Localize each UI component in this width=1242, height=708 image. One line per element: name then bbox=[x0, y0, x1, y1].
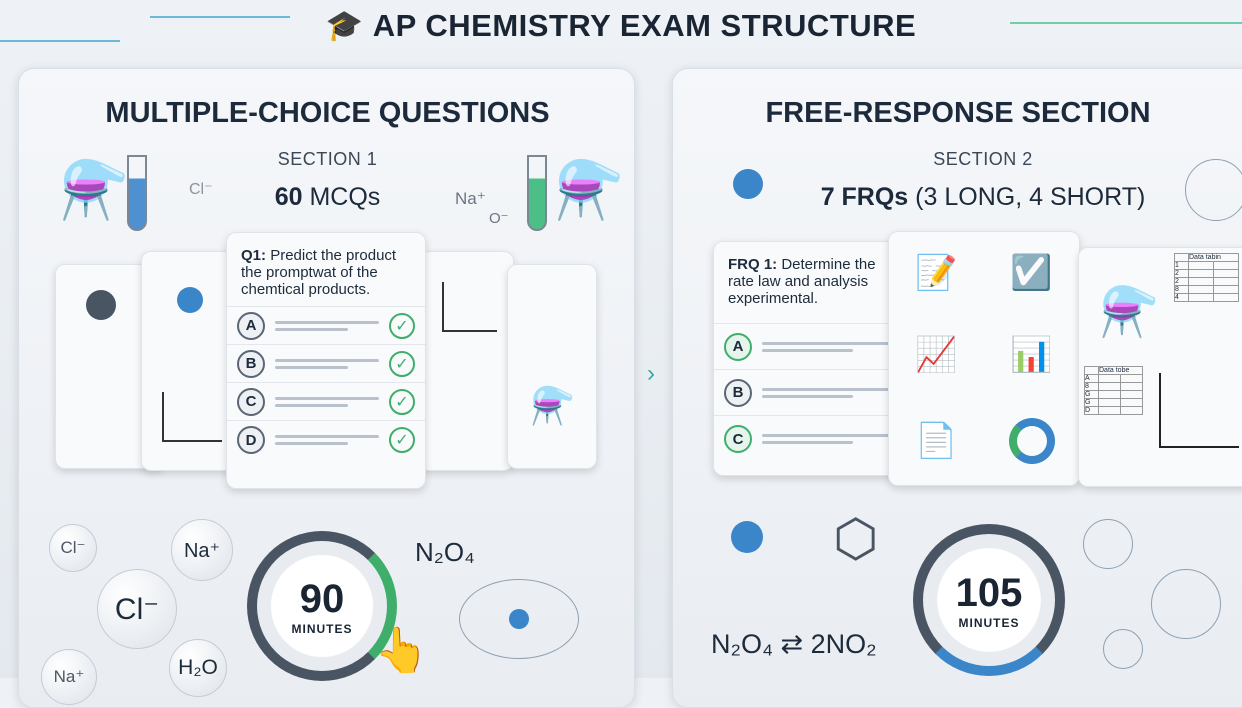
molecule-icon bbox=[731, 521, 763, 553]
frq-count: 7 FRQs (3 LONG, 4 SHORT) bbox=[820, 183, 1146, 211]
molecule-icon bbox=[733, 169, 763, 199]
decor-line bbox=[0, 40, 120, 42]
line-chart-icon bbox=[1159, 373, 1239, 448]
option-b[interactable]: B bbox=[714, 370, 912, 416]
mcq-panel: MULTIPLE-CHOICE QUESTIONS SECTION 1 60 M… bbox=[18, 68, 635, 708]
frq-card: FRQ 1: Determine the rate law and analys… bbox=[713, 241, 913, 476]
section-label: SECTION 2 bbox=[933, 149, 1033, 169]
chart-card: ⚗️ bbox=[507, 264, 597, 469]
ion-label: Cl⁻ bbox=[189, 181, 213, 198]
option-c[interactable]: C bbox=[714, 416, 912, 462]
equation: N₂O₄ ⇄ 2NO₂ bbox=[711, 629, 877, 659]
check-icon: ✓ bbox=[389, 350, 415, 377]
question-text: Q1: Predict the product the promptwat of… bbox=[227, 233, 425, 307]
bar-chart-icon bbox=[162, 392, 222, 442]
line-chart-icon bbox=[442, 282, 497, 332]
formula: N₂O₄ bbox=[415, 537, 475, 567]
ion-bubble: Na⁺ bbox=[41, 649, 97, 705]
molecule-icon bbox=[177, 287, 203, 313]
ion-label: Na⁺ bbox=[455, 189, 486, 208]
test-tube-icon bbox=[527, 155, 547, 231]
option-a[interactable]: A ✓ bbox=[227, 307, 425, 345]
ion-bubble: H₂O bbox=[169, 639, 227, 697]
line-chart-icon: 📈 bbox=[915, 336, 958, 375]
check-icon: ✓ bbox=[389, 427, 415, 453]
option-b[interactable]: B ✓ bbox=[227, 345, 425, 383]
frq-title: FREE-RESPONSE SECTION bbox=[765, 97, 1151, 129]
flask-icon: ⚗️ bbox=[59, 158, 129, 221]
graduation-cap-flask-icon: 🎓 bbox=[325, 9, 364, 43]
frq-panel: FREE-RESPONSE SECTION SECTION 2 7 FRQs (… bbox=[672, 68, 1242, 708]
lab-flask-icon: ⚗️ bbox=[1099, 286, 1159, 339]
option-d[interactable]: D ✓ bbox=[227, 421, 425, 459]
decor-line bbox=[1010, 22, 1242, 24]
atom-icon bbox=[1083, 519, 1133, 569]
option-c[interactable]: C ✓ bbox=[227, 383, 425, 421]
task-icons-card: 📝 ☑️ 📈 📊 📄 bbox=[888, 231, 1080, 486]
ion-label: O⁻ bbox=[489, 210, 509, 227]
data-table: Data tobe A 8 G G D bbox=[1084, 366, 1143, 415]
atom-nucleus bbox=[509, 609, 529, 629]
atom-icon bbox=[1185, 159, 1242, 221]
test-tube-icon bbox=[127, 155, 147, 231]
question-card: Q1: Predict the product the promptwat of… bbox=[226, 232, 426, 489]
ion-bubble: Na⁺ bbox=[171, 519, 233, 581]
atom-icon bbox=[1151, 569, 1221, 639]
flask-icon: ⚗️ bbox=[530, 385, 575, 426]
bar-chart-icon: 📊 bbox=[1010, 336, 1053, 375]
pie-chart-icon bbox=[1008, 417, 1055, 464]
page-title: 🎓 AP CHEMISTRY EXAM STRUCTURE bbox=[325, 7, 917, 43]
ion-bubble: Cl⁻ bbox=[97, 569, 177, 649]
lab-data-card: ⚗️ Data tabin 1 2 2 8 4 Data tobe A 8 G … bbox=[1078, 247, 1242, 487]
flask-icon: ⚗️ bbox=[554, 158, 624, 221]
data-table: Data tabin 1 2 2 8 4 bbox=[1174, 253, 1239, 302]
ion-bubble: Cl⁻ bbox=[49, 524, 97, 572]
frq-timer: 105 MINUTES bbox=[913, 524, 1065, 676]
section-label: SECTION 1 bbox=[277, 149, 378, 169]
mcq-timer: 90 MINUTES bbox=[247, 531, 397, 681]
document-edit-icon: 📝 bbox=[915, 254, 958, 293]
option-a[interactable]: A bbox=[714, 324, 912, 370]
chart-card bbox=[419, 251, 514, 471]
document-icon: 📄 bbox=[915, 421, 958, 460]
question-text: FRQ 1: Determine the rate law and analys… bbox=[714, 242, 912, 324]
pointing-hand-icon: 👆 bbox=[374, 626, 429, 675]
next-arrow-icon[interactable]: › bbox=[647, 360, 655, 387]
atom-icon bbox=[1103, 629, 1143, 669]
checklist-icon: ☑️ bbox=[1010, 254, 1053, 293]
mcq-count: 60 MCQs bbox=[274, 183, 381, 211]
atom-icon bbox=[459, 579, 579, 659]
check-icon: ✓ bbox=[389, 388, 415, 415]
check-icon: ✓ bbox=[389, 312, 415, 339]
mcq-title: MULTIPLE-CHOICE QUESTIONS bbox=[105, 97, 550, 129]
decor-line bbox=[150, 16, 290, 18]
molecule-icon bbox=[86, 290, 116, 320]
benzene-icon: ⬡ bbox=[833, 510, 879, 568]
